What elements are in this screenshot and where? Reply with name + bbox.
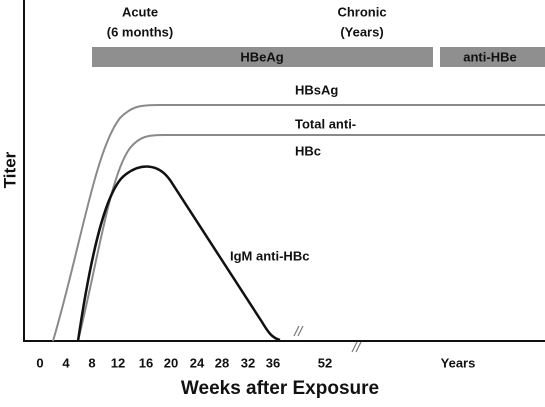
x-tick-label: 36 (266, 355, 280, 370)
x-tick-label: 32 (241, 355, 255, 370)
x-tick-label: Years (441, 355, 476, 370)
curve-label: HBsAg (295, 82, 338, 97)
bar-label: HBeAg (240, 49, 283, 64)
x-tick-label: 12 (111, 355, 125, 370)
igm-anti-hbc-curve (76, 165, 281, 342)
x-tick-label: 4 (62, 355, 70, 370)
x-tick-label: 28 (215, 355, 229, 370)
phase-label: Chronic (337, 4, 386, 19)
x-tick-label: 24 (190, 355, 205, 370)
antigen-bar (92, 47, 433, 67)
total-anti-hbc-curve (77, 134, 545, 342)
x-axis-label: Weeks after Exposure (181, 378, 379, 399)
curve-label: HBc (295, 143, 321, 158)
phase-label: (Years) (340, 24, 383, 39)
phase-label: Acute (122, 4, 158, 19)
axis-break (293, 325, 362, 353)
curve-label: Total anti- (295, 116, 356, 131)
x-tick-label: 20 (164, 355, 178, 370)
x-tick-label: 8 (88, 355, 95, 370)
hbsag-curve (52, 104, 545, 342)
bar-label: anti-HBe (463, 49, 516, 64)
x-tick-label: 16 (139, 355, 153, 370)
x-tick-label: 52 (318, 355, 332, 370)
antigen-bar (440, 47, 545, 67)
curve-label: IgM anti-HBc (230, 248, 309, 263)
x-tick-label: 0 (36, 355, 43, 370)
phase-label: (6 months) (107, 24, 173, 39)
y-axis-label: Titer (0, 151, 19, 188)
